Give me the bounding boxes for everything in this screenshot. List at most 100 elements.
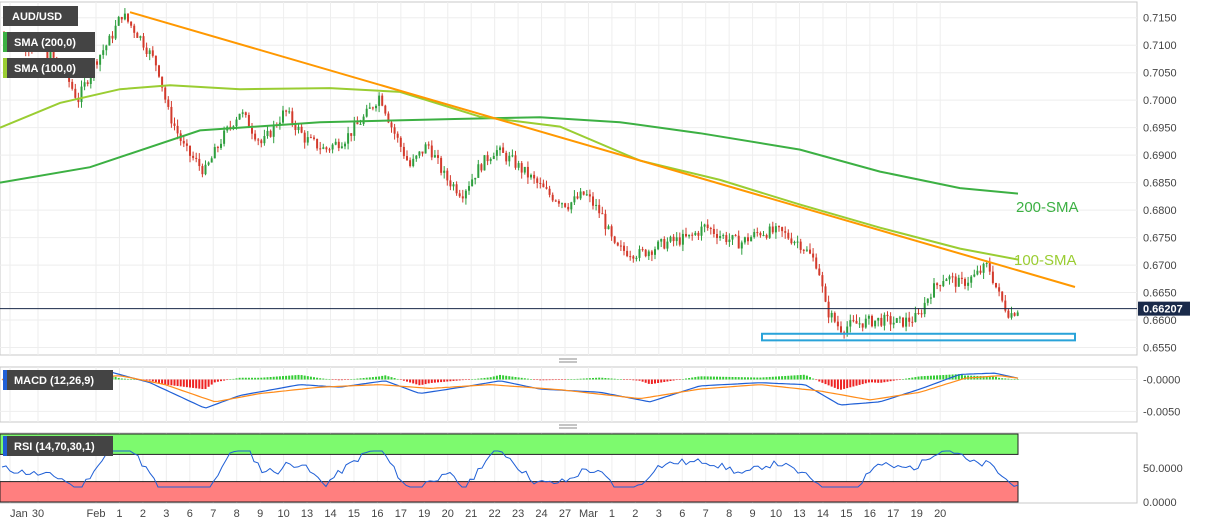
panel-resize-handle[interactable]: [559, 358, 577, 363]
candle-body: [167, 99, 170, 107]
macd-histogram-bar: [350, 379, 353, 380]
legend-sma100-tag[interactable]: SMA (100,0): [3, 58, 95, 78]
macd-histogram-bar: [700, 376, 703, 380]
candle-body: [480, 164, 483, 171]
candle-body: [86, 82, 89, 84]
candle-body: [393, 127, 396, 134]
candle-body: [759, 233, 762, 236]
candle-body: [967, 282, 970, 286]
sma200-annotation: 200-SMA: [1016, 199, 1079, 216]
macd-histogram-bar: [173, 379, 176, 386]
sma100-annotation: 100-SMA: [1014, 252, 1077, 269]
candle-body: [898, 317, 901, 319]
legend-macd-tag[interactable]: MACD (12,26,9): [3, 370, 113, 390]
y-tick-label: 0.7100: [1143, 40, 1177, 52]
macd-histogram-bar: [790, 375, 793, 380]
macd-histogram-bar: [309, 376, 312, 380]
candle-body: [260, 140, 263, 144]
candle-body: [920, 313, 923, 315]
candle-body: [635, 257, 638, 259]
macd-histogram-bar: [619, 379, 622, 380]
y-tick-label: 0.6750: [1143, 233, 1177, 245]
macd-histogram-bar: [793, 375, 796, 380]
candle-body: [282, 110, 284, 123]
candle-body: [954, 276, 957, 287]
candle-body: [133, 25, 136, 33]
candle-body: [148, 50, 151, 55]
candle-body: [564, 203, 567, 207]
y-tick-label: 50.0000: [1143, 463, 1183, 475]
macd-histogram-bar: [942, 375, 945, 380]
macd-histogram-bar: [902, 379, 904, 380]
candle-body: [136, 32, 139, 38]
macd-histogram-bar: [675, 379, 678, 381]
candle-body: [105, 45, 108, 51]
macd-histogram-bar: [223, 379, 226, 381]
macd-histogram-bar: [722, 376, 725, 380]
candle-body: [492, 155, 495, 159]
macd-histogram-bar: [418, 379, 421, 386]
macd-histogram-bar: [759, 377, 762, 380]
macd-histogram-bar: [678, 379, 681, 380]
macd-histogram-bar: [561, 379, 563, 380]
legend-rsi-tag[interactable]: RSI (14,70,30,1): [3, 436, 113, 456]
candle-body: [241, 112, 244, 114]
candle-body: [114, 25, 117, 39]
candle-body: [960, 277, 963, 279]
candle-body: [204, 164, 207, 175]
candle-body: [443, 170, 446, 173]
macd-histogram-bar: [1001, 378, 1004, 380]
candle-body: [734, 235, 737, 237]
symbol-label: AUD/USD: [12, 11, 62, 23]
macd-histogram-bar: [356, 378, 359, 380]
macd-histogram-bar: [257, 377, 260, 380]
candle-body: [588, 194, 591, 197]
macd-histogram-bar: [812, 378, 815, 380]
candle-body: [223, 130, 226, 144]
candle-body: [669, 236, 672, 242]
macd-histogram-bar: [297, 374, 300, 380]
macd-histogram-bar: [278, 376, 281, 380]
candle-body: [74, 88, 77, 98]
macd-histogram-bar: [861, 379, 864, 385]
macd-histogram-bar: [232, 378, 235, 380]
macd-histogram-bar: [846, 379, 849, 389]
candle-body: [756, 232, 759, 234]
macd-histogram-bar: [821, 379, 824, 383]
candle-body: [347, 133, 350, 144]
candle-body: [561, 203, 563, 205]
legend-sma200-tag[interactable]: SMA (200,0): [3, 32, 95, 52]
candle-body: [433, 155, 436, 158]
macd-histogram-bar: [117, 377, 120, 380]
panel-resize-handle[interactable]: [559, 424, 577, 429]
candle-body: [96, 61, 98, 65]
candle-body: [917, 312, 920, 314]
legend-symbol-tag[interactable]: AUD/USD: [3, 6, 78, 26]
candle-body: [316, 138, 319, 149]
macd-histogram-bar: [164, 379, 167, 385]
candle-body: [390, 122, 393, 128]
candle-body: [784, 231, 787, 233]
candle-body: [604, 213, 607, 230]
candle-body: [570, 202, 573, 210]
macd-histogram-bar: [694, 377, 697, 380]
candle-body: [424, 144, 427, 154]
macd-histogram-bar: [387, 376, 390, 380]
candle-body: [102, 50, 105, 55]
macd-histogram-bar: [375, 376, 377, 380]
candle-body: [623, 245, 625, 251]
candle-body: [409, 160, 412, 167]
macd-histogram-bar: [1007, 378, 1010, 380]
candle-body: [127, 13, 129, 22]
macd-histogram-bar: [505, 375, 508, 380]
candle-body: [582, 191, 585, 195]
x-tick-label: 20: [442, 508, 454, 520]
candle-body: [378, 95, 381, 106]
candle-body: [929, 297, 932, 299]
macd-histogram-bar: [424, 379, 427, 385]
candle-body: [719, 236, 722, 239]
macd-histogram-bar: [626, 379, 629, 380]
macd-histogram-bar: [396, 378, 399, 380]
macd-histogram-bar: [895, 379, 898, 381]
candle-body: [942, 281, 945, 287]
